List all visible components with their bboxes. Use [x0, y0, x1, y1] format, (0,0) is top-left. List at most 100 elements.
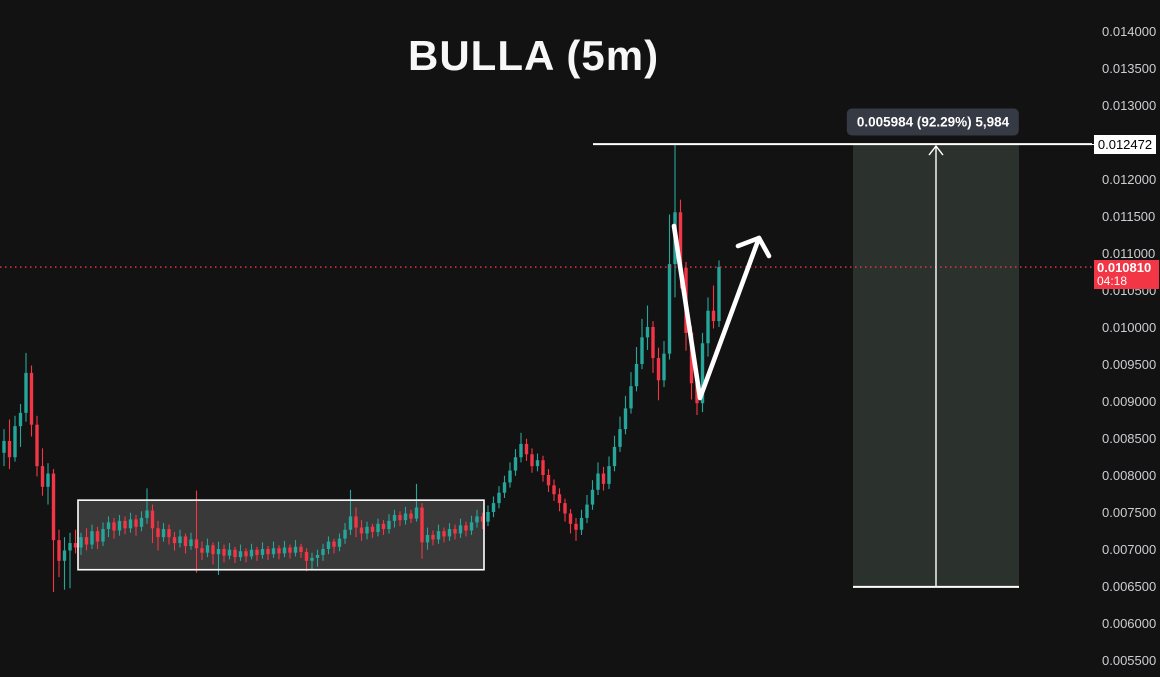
candle-body — [310, 557, 314, 561]
candle-body — [167, 529, 171, 538]
candle-body — [337, 538, 342, 547]
candle-body — [200, 548, 204, 553]
axis-tick-label: 0.013500 — [1102, 60, 1157, 76]
candle-body — [491, 503, 496, 512]
candle-body — [150, 510, 155, 529]
candle-wick — [415, 483, 418, 522]
candle-body — [288, 547, 292, 553]
candle-body — [601, 473, 606, 484]
candle-body — [425, 534, 430, 543]
chart-title: BULLA (5m) — [408, 32, 660, 79]
candle-body — [189, 539, 193, 547]
candle-body — [365, 526, 369, 534]
candle-body — [557, 494, 562, 504]
trend-arrow[interactable] — [671, 223, 762, 401]
candle-body — [519, 443, 523, 458]
candle-body — [359, 527, 364, 534]
candle-body — [35, 424, 39, 467]
candle-body — [24, 372, 28, 413]
candle-body — [315, 554, 320, 558]
candle-body — [486, 512, 490, 522]
candle-body — [420, 507, 424, 543]
candle-body — [178, 536, 182, 544]
candle-body — [502, 482, 507, 493]
candle-body — [667, 264, 672, 354]
candle-body — [475, 516, 479, 523]
candle-body — [414, 507, 419, 519]
candle-body — [706, 310, 710, 344]
candle-body — [464, 525, 468, 531]
candle-body — [101, 529, 105, 542]
bar-countdown: 04:18 — [1097, 274, 1128, 289]
candle-wick — [311, 552, 313, 570]
candle-body — [321, 549, 325, 555]
candle-body — [293, 546, 298, 553]
candle-body — [431, 534, 435, 540]
axis-tick-label: 0.011000 — [1102, 245, 1156, 261]
candle-body — [436, 531, 441, 540]
candle-body — [57, 540, 61, 561]
candle-body — [216, 549, 221, 555]
candle-body — [145, 510, 149, 518]
candle-body — [381, 523, 386, 530]
candle-body — [574, 523, 578, 530]
axis-tick-label: 0.006000 — [1102, 615, 1157, 631]
current-price-value: 0.010810 — [1097, 260, 1152, 276]
candle-body — [106, 522, 111, 530]
candle-body — [662, 353, 666, 381]
candle-body — [222, 549, 226, 556]
candle-body — [183, 536, 188, 547]
candle-body — [68, 543, 72, 551]
candle-body — [640, 337, 644, 364]
candle-body — [84, 537, 89, 545]
candle-wick — [217, 541, 220, 575]
candle-body — [255, 549, 259, 555]
candle-wick — [712, 285, 715, 329]
candle-body — [700, 343, 705, 404]
axis-tick-label: 0.008500 — [1102, 430, 1157, 446]
candle-body — [623, 408, 628, 430]
axis-tick-label: 0.009500 — [1102, 356, 1157, 372]
candle-body — [596, 473, 600, 490]
axis-tick-label: 0.014000 — [1102, 23, 1157, 39]
candle-body — [629, 386, 633, 409]
candle-body — [332, 541, 336, 547]
axis-tick-label: 0.008000 — [1102, 467, 1157, 483]
axis-tick-label: 0.009000 — [1102, 393, 1157, 409]
candle-wick — [146, 488, 148, 524]
candle-body — [112, 522, 116, 531]
candle-body — [343, 529, 347, 539]
candle-body — [282, 547, 287, 554]
candle-wick — [316, 549, 319, 567]
candle-body — [387, 520, 391, 530]
candle-body — [552, 485, 556, 495]
candle-wick — [195, 490, 198, 573]
range-tool-label[interactable]: 0.005984 (92.29%) 5,984 — [846, 108, 1020, 136]
candle-body — [607, 466, 611, 484]
candle-body — [123, 520, 127, 529]
candle-body — [2, 440, 6, 453]
candle-body — [271, 548, 276, 555]
axis-tick-label: 0.005500 — [1102, 652, 1157, 668]
candle-body — [442, 531, 446, 537]
candle-wick — [349, 489, 352, 535]
candle-body — [18, 412, 23, 427]
axis-tick-label: 0.007000 — [1102, 541, 1157, 557]
consolidation-box-border[interactable] — [77, 499, 485, 571]
candle-body — [211, 545, 215, 555]
candle-body — [563, 503, 567, 514]
price-axis[interactable]: 0.014000 0.013500 0.013000 0.012000 0.011500… — [1094, 0, 1160, 677]
candle-body — [233, 549, 237, 558]
candle-body — [403, 513, 408, 521]
candle-body — [370, 526, 375, 532]
candle-body — [172, 537, 177, 544]
range-arrowhead-icon — [928, 144, 944, 156]
candle-body — [645, 327, 650, 338]
candle-body — [95, 531, 100, 542]
candle-body — [227, 549, 232, 556]
candle-body — [618, 429, 622, 447]
candle-body — [497, 492, 501, 504]
candle-body — [376, 523, 380, 532]
